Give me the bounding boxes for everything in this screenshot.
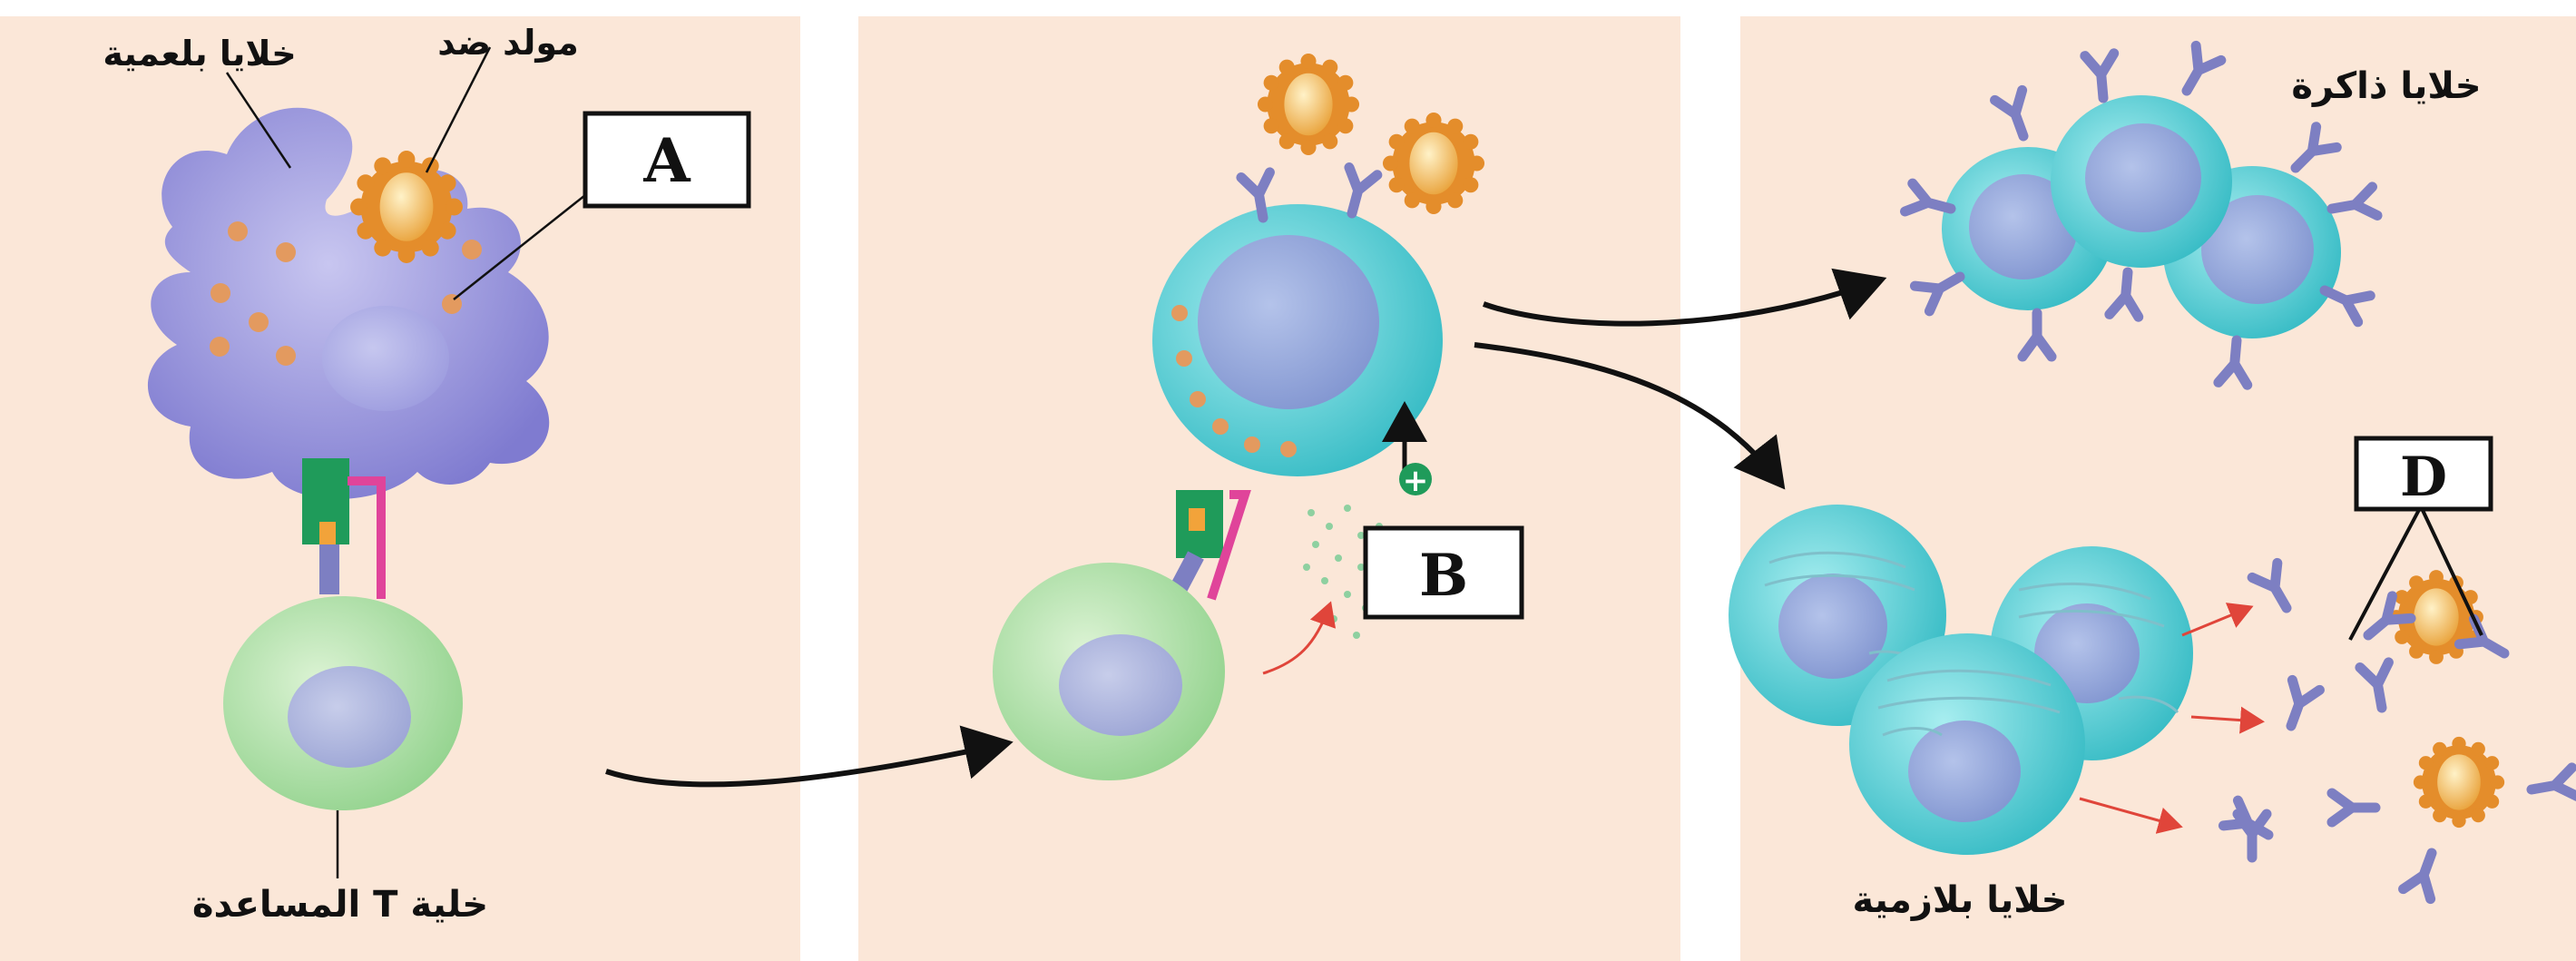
label-phagocyte: خلايا بلعمية	[103, 34, 296, 74]
label-t-helper: خلية T المساعدة	[192, 884, 488, 926]
box-b: B	[1363, 525, 1524, 620]
label-antigen: مولد ضد	[437, 23, 578, 63]
memory-cells	[1942, 95, 2341, 338]
panel-2-background	[858, 16, 1680, 961]
svg-text:A: A	[642, 125, 691, 196]
t-helper-cell-panel2	[993, 563, 1225, 780]
b-cell-activated	[1152, 204, 1443, 476]
svg-text:D: D	[2400, 446, 2447, 509]
svg-text:B: B	[1419, 542, 1468, 610]
cd4-receptor-pink	[348, 476, 386, 599]
box-d: D	[2354, 436, 2493, 512]
arrow-panel1-to-panel2	[605, 725, 1014, 788]
svg-text:+: +	[1403, 463, 1429, 499]
label-memory-cells: خلايا ذاكرة	[2291, 65, 2481, 107]
label-plasma-cells: خلايا بلازمية	[1853, 879, 2068, 921]
arrow-secretion	[1262, 601, 1337, 675]
arrow-to-plasma	[1474, 342, 1786, 490]
plus-icon: +	[1399, 463, 1432, 499]
t-helper-cell	[223, 596, 463, 810]
box-a: A	[583, 111, 751, 209]
plasma-cells	[1729, 505, 2193, 855]
antibody-secretion-arrows	[2079, 603, 2265, 834]
tcr-receptor-purple	[319, 544, 339, 594]
t-helper-nucleus	[288, 666, 411, 768]
arrow-to-memory	[1483, 268, 1887, 327]
phagocyte-nucleus	[322, 306, 449, 411]
b-cell-nucleus	[1198, 235, 1379, 409]
